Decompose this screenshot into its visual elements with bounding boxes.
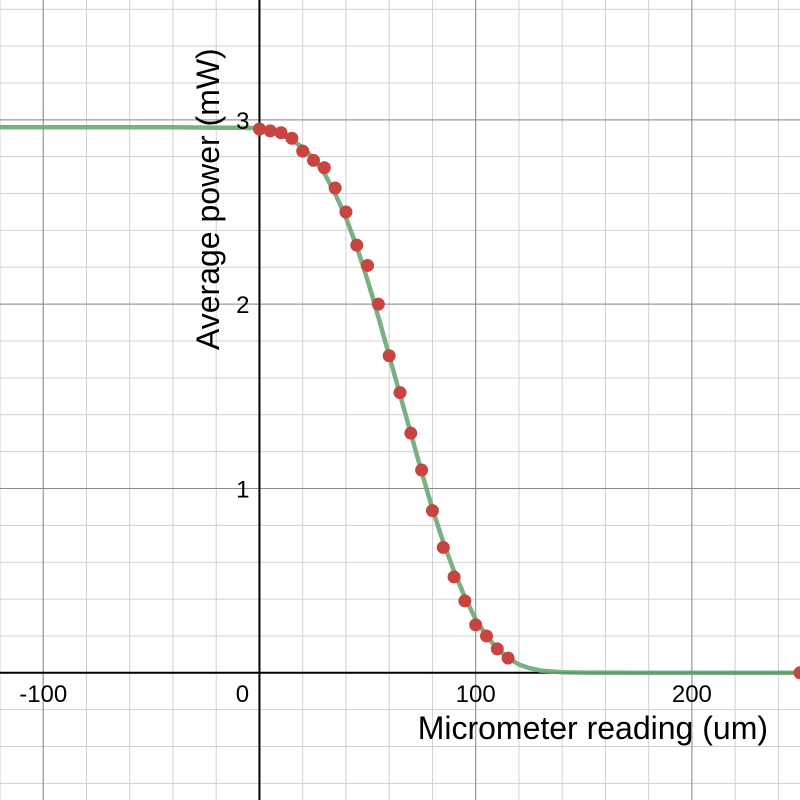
data-point	[263, 124, 277, 138]
data-point	[501, 651, 515, 665]
data-point	[404, 426, 418, 440]
data-point	[447, 570, 461, 584]
data-point	[296, 144, 310, 158]
x-tick-label: 100	[456, 681, 496, 708]
data-point	[252, 122, 266, 136]
data-point	[350, 238, 364, 252]
data-point	[328, 181, 342, 195]
data-point	[425, 504, 439, 518]
data-point	[361, 258, 375, 272]
data-point	[339, 205, 353, 219]
fit-curve	[0, 124, 800, 676]
series-layer	[0, 122, 800, 680]
data-point	[436, 540, 450, 554]
y-axis-title: Average power (mW)	[190, 48, 226, 350]
y-tick-label: 1	[236, 476, 249, 503]
data-point	[393, 386, 407, 400]
data-point	[415, 463, 429, 477]
y-tick-label: 3	[236, 108, 249, 135]
data-point	[307, 153, 321, 167]
data-point	[285, 131, 299, 145]
data-point	[382, 349, 396, 363]
x-tick-label: 0	[236, 681, 249, 708]
data-point	[317, 161, 331, 175]
tick-labels: -100 0 100 200 1 2 3	[19, 108, 712, 708]
data-point	[490, 642, 504, 656]
x-tick-label: 200	[672, 681, 712, 708]
x-tick-label: -100	[19, 681, 67, 708]
data-point	[469, 618, 483, 632]
data-point	[274, 126, 288, 140]
data-point	[479, 629, 493, 643]
y-tick-label: 2	[236, 292, 249, 319]
x-axis-title: Micrometer reading (um)	[418, 710, 768, 746]
data-point	[371, 297, 385, 311]
data-point	[458, 594, 472, 608]
data-point	[793, 666, 800, 680]
